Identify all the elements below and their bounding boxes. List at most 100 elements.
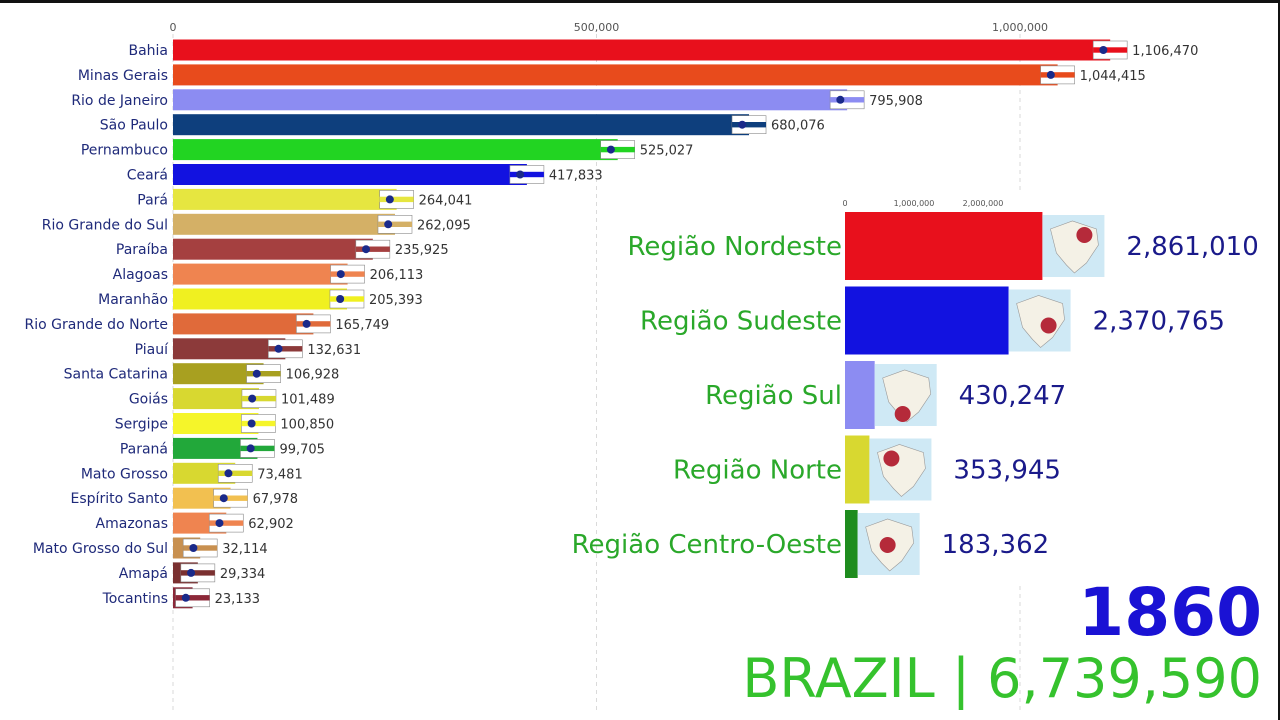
state-row-tocantins: Tocantins 23,133 [102, 587, 261, 609]
region-x-tick-label: 1,000,000 [894, 199, 935, 208]
regions-chart: 0 1,000,000 2,000,000 Região Nordeste 2,861,… [572, 190, 1268, 582]
state-bar [173, 363, 264, 385]
region-label: Região Nordeste [627, 232, 842, 262]
flag-emblem [1099, 46, 1108, 54]
state-label: Alagoas [113, 267, 168, 283]
flag-emblem [302, 319, 311, 328]
flag-stripe [509, 171, 544, 178]
state-bar [173, 139, 618, 161]
state-value-label: 417,833 [549, 169, 603, 184]
map-highlight-region [1040, 317, 1057, 334]
state-label: Mato Grosso do Sul [33, 541, 168, 557]
state-label: Amazonas [96, 516, 168, 532]
state-value-label: 525,027 [640, 144, 694, 159]
region-bar [845, 212, 1043, 280]
flag-piaui-icon [268, 339, 303, 359]
flag-alagoas-icon [330, 264, 365, 284]
flag-emblem [189, 544, 198, 552]
state-row-mato-grosso-do-sul: Mato Grosso do Sul 32,114 [33, 537, 268, 559]
state-row-amazonas: Amazonas 62,902 [96, 512, 294, 534]
states-chart: 0 500,000 1,000,000 Bahia 1,106,470 Minas Ger… [25, 21, 1198, 712]
flag-emblem [836, 95, 845, 104]
state-value-label: 262,095 [417, 218, 471, 233]
flag-emblem [606, 145, 615, 154]
flag-emblem [336, 270, 345, 279]
map-highlight-region [894, 406, 911, 422]
state-row-piaui: Piauí 132,631 [135, 338, 361, 360]
state-label: Ceará [127, 168, 168, 184]
flag-sao-paulo-icon [731, 115, 767, 134]
flag-amazonas-icon [208, 513, 244, 533]
state-label: Mato Grosso [81, 466, 168, 482]
flag-stripe [268, 346, 303, 352]
state-label: Rio Grande do Norte [25, 317, 168, 333]
map-sudeste-icon [1008, 289, 1071, 352]
state-bar [173, 114, 750, 136]
region-row-regiao-nordeste: Região Nordeste 2,861,010 [627, 212, 1259, 280]
state-value-label: 23,133 [215, 592, 261, 607]
state-bar [173, 263, 348, 285]
region-value-label: 2,861,010 [1126, 232, 1258, 262]
flag-stripe [180, 570, 215, 576]
region-row-regiao-sul: Região Sul 430,247 [705, 361, 1066, 429]
region-bar [845, 435, 870, 504]
state-bar [173, 188, 397, 210]
flag-emblem [252, 369, 261, 378]
region-value-label: 2,370,765 [1093, 307, 1225, 337]
flag-parana-icon [240, 439, 275, 458]
flag-para-icon [379, 190, 414, 209]
state-value-label: 106,928 [286, 368, 340, 383]
state-row-espirito-santo: Espírito Santo 67,978 [71, 487, 299, 509]
map-highlight-region [883, 450, 900, 467]
flag-rio-grande-do-norte-icon [296, 314, 331, 334]
state-row-bahia: Bahia 1,106,470 [128, 39, 1198, 61]
flag-emblem [336, 295, 345, 303]
state-row-rio-de-janeiro: Rio de Janeiro 795,908 [71, 89, 923, 111]
state-value-label: 264,041 [419, 193, 473, 208]
state-value-label: 99,705 [279, 442, 325, 457]
region-value-label: 183,362 [942, 530, 1050, 560]
flag-emblem [247, 419, 256, 428]
flag-sergipe-icon [241, 414, 276, 433]
state-value-label: 67,978 [253, 492, 299, 507]
map-highlight-region [1076, 227, 1093, 243]
state-bar [173, 388, 259, 410]
state-label: Paraná [120, 441, 168, 457]
region-bar [845, 510, 858, 578]
flag-stripe [830, 97, 865, 103]
state-bar [173, 338, 286, 360]
flag-stripe [175, 595, 210, 601]
flag-rio-grande-do-sul-icon [377, 215, 413, 234]
flag-emblem [187, 568, 196, 577]
flag-stripe [241, 420, 276, 427]
state-row-paraiba: Paraíba 235,925 [116, 238, 449, 260]
flag-ceara-icon [509, 165, 545, 184]
state-label: Maranhão [98, 292, 168, 308]
state-row-alagoas: Alagoas 206,113 [113, 263, 423, 285]
region-label: Região Centro-Oeste [572, 530, 842, 560]
flag-emblem [248, 394, 257, 403]
state-value-label: 100,850 [280, 418, 334, 433]
flag-emblem [385, 195, 394, 204]
state-bar [173, 89, 848, 111]
state-value-label: 32,114 [222, 542, 268, 557]
region-row-regiao-norte: Região Norte 353,945 [673, 435, 1061, 504]
year-label: 1860 [1078, 574, 1262, 651]
state-label: Paraíba [116, 242, 168, 258]
region-x-tick-label: 0 [842, 199, 847, 208]
state-value-label: 795,908 [869, 94, 923, 109]
region-value-label: 353,945 [953, 456, 1061, 486]
flag-santa-catarina-icon [246, 364, 281, 384]
region-row-regiao-centro-oeste: Região Centro-Oeste 183,362 [572, 510, 1050, 578]
flag-rio-de-janeiro-icon [829, 90, 865, 110]
state-label: Amapá [119, 566, 168, 582]
state-row-parana: Paraná 99,705 [120, 437, 325, 459]
state-row-amapa: Amapá 29,334 [119, 562, 265, 584]
state-row-para: Pará 264,041 [137, 188, 473, 210]
flag-emblem [738, 120, 747, 129]
state-label: Pernambuco [81, 143, 168, 159]
map-nordeste-icon [1042, 215, 1105, 277]
flag-emblem [516, 170, 525, 179]
x-tick-label: 0 [170, 21, 177, 34]
flag-stripe [246, 371, 281, 377]
